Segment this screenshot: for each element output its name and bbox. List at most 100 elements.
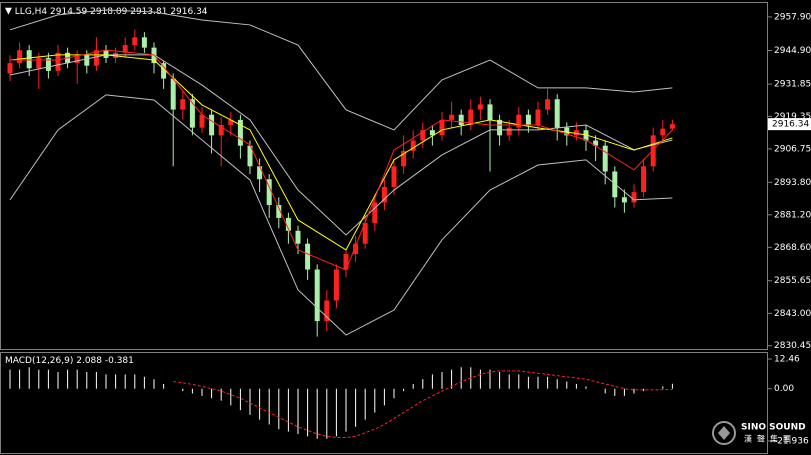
candle-body — [122, 45, 128, 53]
candle-body — [324, 300, 330, 322]
main-pane — [0, 2, 768, 350]
macd-header: MACD(12,26,9) 2.088 -0.381 — [5, 356, 134, 366]
candle-body — [449, 114, 455, 120]
y-tick-label: 2944.90 — [774, 46, 811, 56]
candle-body — [641, 166, 647, 193]
watermark: SINO SOUND 漢聲集團 — [712, 421, 806, 445]
candle-body — [180, 99, 186, 110]
candle-body — [439, 119, 445, 136]
candle-body — [84, 55, 90, 66]
candle-body — [497, 119, 503, 136]
indicator-line — [9, 54, 673, 251]
macd-pane — [0, 352, 768, 454]
candle-body — [132, 37, 138, 46]
candle-body — [477, 104, 483, 110]
candle-body — [17, 50, 23, 64]
candle-body — [93, 50, 99, 66]
candle-body — [602, 145, 608, 172]
candle-body — [391, 166, 397, 187]
candle-body — [228, 119, 234, 126]
y-tick-label: 2843.00 — [774, 309, 811, 319]
candle-body — [506, 127, 512, 136]
candle-body — [564, 127, 570, 136]
logo — [712, 421, 736, 445]
candle-body — [103, 50, 109, 58]
brand: SINO SOUND — [741, 423, 806, 433]
candle-body — [314, 269, 320, 322]
indicator-line — [10, 49, 673, 271]
price-label: 2916.34 — [772, 120, 809, 130]
y-tick-label: 2893.80 — [774, 178, 811, 188]
candle-body — [237, 119, 243, 146]
candle-body — [353, 243, 359, 255]
candle-body — [189, 99, 195, 128]
brand-subtitle: 漢聲集團 — [744, 434, 796, 444]
macd-value: 2.088 — [76, 356, 102, 366]
candle-body — [199, 114, 205, 128]
y-tick-label: 2881.20 — [774, 210, 811, 220]
candle-body — [285, 217, 291, 231]
candle-body — [593, 140, 599, 146]
signal-value: -0.381 — [105, 356, 134, 366]
y-tick-label: 12.46 — [774, 355, 800, 365]
candle-body — [516, 114, 522, 128]
candle-body — [26, 50, 32, 69]
candle-body — [554, 99, 560, 128]
candle-body — [669, 124, 675, 129]
candle-body — [257, 166, 263, 180]
candle-body — [650, 135, 656, 167]
candle-body — [45, 57, 51, 71]
y-tick-label: 2957.90 — [774, 12, 811, 22]
candle-body — [535, 109, 541, 126]
candle-body — [141, 37, 147, 48]
y-tick-label: 2906.75 — [774, 144, 811, 154]
candle-body — [410, 140, 416, 151]
candle-body — [381, 186, 387, 203]
y-tick-label: 2830.45 — [774, 341, 811, 351]
candle-body — [468, 109, 474, 126]
indicator-line — [9, 94, 673, 336]
macd-title: MACD(12,26,9) — [5, 356, 73, 366]
candle-body — [276, 205, 282, 218]
high: 2918.09 — [90, 7, 127, 17]
candle-body — [573, 130, 579, 136]
candle-body — [343, 254, 349, 270]
signal-line — [173, 370, 673, 439]
candle-body — [525, 114, 531, 126]
candle-body — [631, 192, 637, 203]
candle-body — [170, 78, 176, 110]
symbol: LLG,H4 — [15, 7, 48, 17]
candle-body — [113, 52, 119, 58]
y-tick-label: 2868.60 — [774, 243, 811, 253]
candle-body — [209, 114, 215, 136]
logo-mark — [718, 426, 730, 440]
candle-body — [545, 99, 551, 110]
candle-body — [401, 150, 407, 167]
indicator-line — [9, 9, 673, 131]
candle-body — [74, 55, 80, 64]
candle-body — [621, 197, 627, 203]
y-tick-label: 2855.65 — [774, 276, 811, 286]
candle-body — [36, 57, 42, 69]
indicator-line — [9, 54, 673, 236]
candle-body — [161, 63, 167, 79]
candle-body — [55, 52, 61, 71]
y-tick-label: 0.00 — [774, 384, 794, 394]
open: 2914.59 — [50, 7, 87, 17]
chart-header: ▼ LLG,H4 2914.59 2918.09 2913.81 2916.34 — [5, 7, 208, 17]
close: 2916.34 — [170, 7, 207, 17]
candle-body — [458, 114, 464, 126]
candle-body — [218, 125, 224, 136]
y-tick-label: -21.936 — [774, 436, 809, 446]
candle-body — [660, 128, 666, 136]
y-tick-label: 2931.85 — [774, 80, 811, 90]
candle-body — [362, 223, 368, 244]
candle-body — [333, 269, 339, 301]
candle-body — [295, 230, 301, 244]
candle-body — [266, 179, 272, 206]
candle-body — [7, 63, 13, 74]
candle-body — [487, 104, 493, 120]
y-tick-label: 2919.35 — [774, 112, 811, 122]
candle-body — [420, 130, 426, 141]
